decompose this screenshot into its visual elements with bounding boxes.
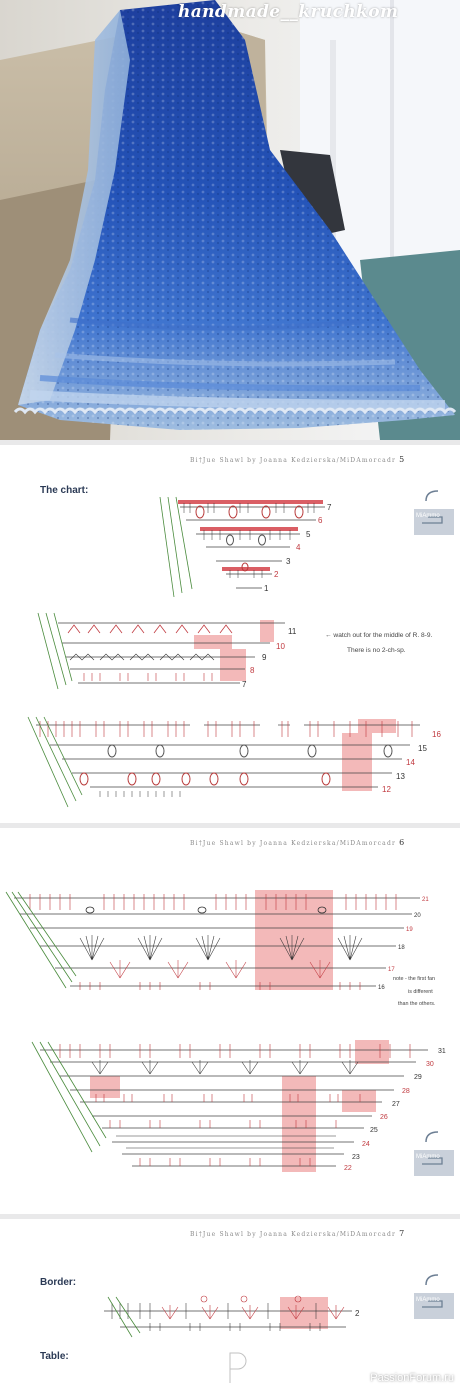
header-title: Bi†Jue Shawl by Joanna Kedzierska/MiDAmo… <box>190 840 397 847</box>
row-number: 6 <box>318 516 323 525</box>
row-number: 3 <box>286 557 291 566</box>
sewing-machine-logo-icon: MiAmmo <box>414 490 454 535</box>
chart-section-rows-7-11: 11 10 9 8 7 <box>37 612 297 690</box>
shawl-photo: handmade__kruchkom <box>0 0 460 440</box>
row-number: 23 <box>352 1154 360 1161</box>
table-heading: Table: <box>40 1351 69 1362</box>
row-number: 8 <box>250 666 255 675</box>
page-number: 6 <box>399 838 406 847</box>
pattern-page-7: Bi†Jue Shawl by Joanna Kedzierska/MiDAmo… <box>0 1219 460 1389</box>
row-number: 16 <box>432 730 441 739</box>
row-number: 15 <box>418 744 427 753</box>
header-title: Bi†Jue Shawl by Joanna Kedzierska/MiDAmo… <box>190 457 397 464</box>
chart-section-rows-16-21: 21 20 19 18 17 16 <box>5 890 429 991</box>
row-number: 26 <box>380 1114 388 1121</box>
note-line: is different <box>408 989 433 995</box>
chart-section-rows-12-16: 16 15 14 13 12 <box>27 716 441 808</box>
pattern-page-6: Bi†Jue Shawl by Joanna Kedzierska/MiDAmo… <box>0 828 460 1214</box>
row-number: 20 <box>414 913 421 919</box>
row-number: 5 <box>306 530 311 539</box>
page-header: Bi†Jue Shawl by Joanna Kedzierska/MiDAmo… <box>190 455 405 464</box>
row-number: 29 <box>414 1074 422 1081</box>
logo-label: MiAmmo <box>416 513 440 519</box>
row-number: 21 <box>422 897 429 903</box>
row-number: 24 <box>362 1141 370 1148</box>
row-number: 31 <box>438 1048 446 1055</box>
row-number: 28 <box>402 1088 410 1095</box>
note-line: than the others. <box>398 1001 435 1007</box>
row-number: 22 <box>344 1165 352 1172</box>
row-number: 11 <box>288 627 297 636</box>
row-number: 16 <box>378 985 385 991</box>
row-number: 7 <box>242 680 247 689</box>
border-heading: Border: <box>40 1277 77 1288</box>
logo-label: MiAmmo <box>416 1297 440 1303</box>
page-header: Bi†Jue Shawl by Joanna Kedzierska/MiDAmo… <box>190 1229 405 1238</box>
logo-label: MiAmmo <box>416 1154 440 1160</box>
crochet-chart-rows-1-16: 7 6 5 4 3 2 1 <box>27 496 441 808</box>
row-number: 7 <box>327 503 332 512</box>
chart-section-rows-22-31: 31 30 29 28 27 26 25 24 23 22 <box>31 1040 446 1172</box>
note-line: ← watch out for the middle of R. 8-9. <box>325 632 433 639</box>
sewing-machine-logo-icon: MiAmmo <box>414 1131 454 1176</box>
page-header: Bi†Jue Shawl by Joanna Kedzierska/MiDAmo… <box>190 838 405 847</box>
pattern-page-5: Bi†Jue Shawl by Joanna Kedzierska/MiDAmo… <box>0 445 460 823</box>
note-line: note - the first fan <box>393 976 435 982</box>
crochet-chart-rows-16-31: 21 20 19 18 17 16 note - the first fan i… <box>5 890 446 1172</box>
row-number: 13 <box>396 772 405 781</box>
row-number: 2 <box>274 570 279 579</box>
row-number: 17 <box>388 967 395 973</box>
footer-brand: PassionForum.ru <box>370 1372 454 1384</box>
row-number: 18 <box>398 945 405 951</box>
row-number: 1 <box>264 584 269 593</box>
border-chart: 2 <box>104 1295 360 1338</box>
posting-logo-icon <box>226 1349 250 1383</box>
row-number: 14 <box>406 758 415 767</box>
chart-section-rows-1-7: 7 6 5 4 3 2 1 <box>159 496 332 598</box>
header-title: Bi†Jue Shawl by Joanna Kedzierska/MiDAmo… <box>190 1231 397 1238</box>
row-number: 30 <box>426 1061 434 1068</box>
page-number: 7 <box>399 1229 406 1238</box>
shawl-photo-image <box>0 0 460 440</box>
page-number: 5 <box>399 455 406 464</box>
row-number: 19 <box>406 927 413 933</box>
row-number: 9 <box>262 653 267 662</box>
watermark-text: handmade__kruchkom <box>178 2 399 22</box>
note-line: There is no 2-ch-sp. <box>347 647 406 654</box>
row-number: 4 <box>296 543 301 552</box>
row-number: 10 <box>276 642 285 651</box>
row-number: 27 <box>392 1101 400 1108</box>
row-number: 2 <box>355 1309 360 1318</box>
sewing-machine-logo-icon: MiAmmo <box>414 1274 454 1319</box>
chart-heading: The chart: <box>40 485 89 496</box>
row-number: 25 <box>370 1127 378 1134</box>
row-number: 12 <box>382 785 391 794</box>
